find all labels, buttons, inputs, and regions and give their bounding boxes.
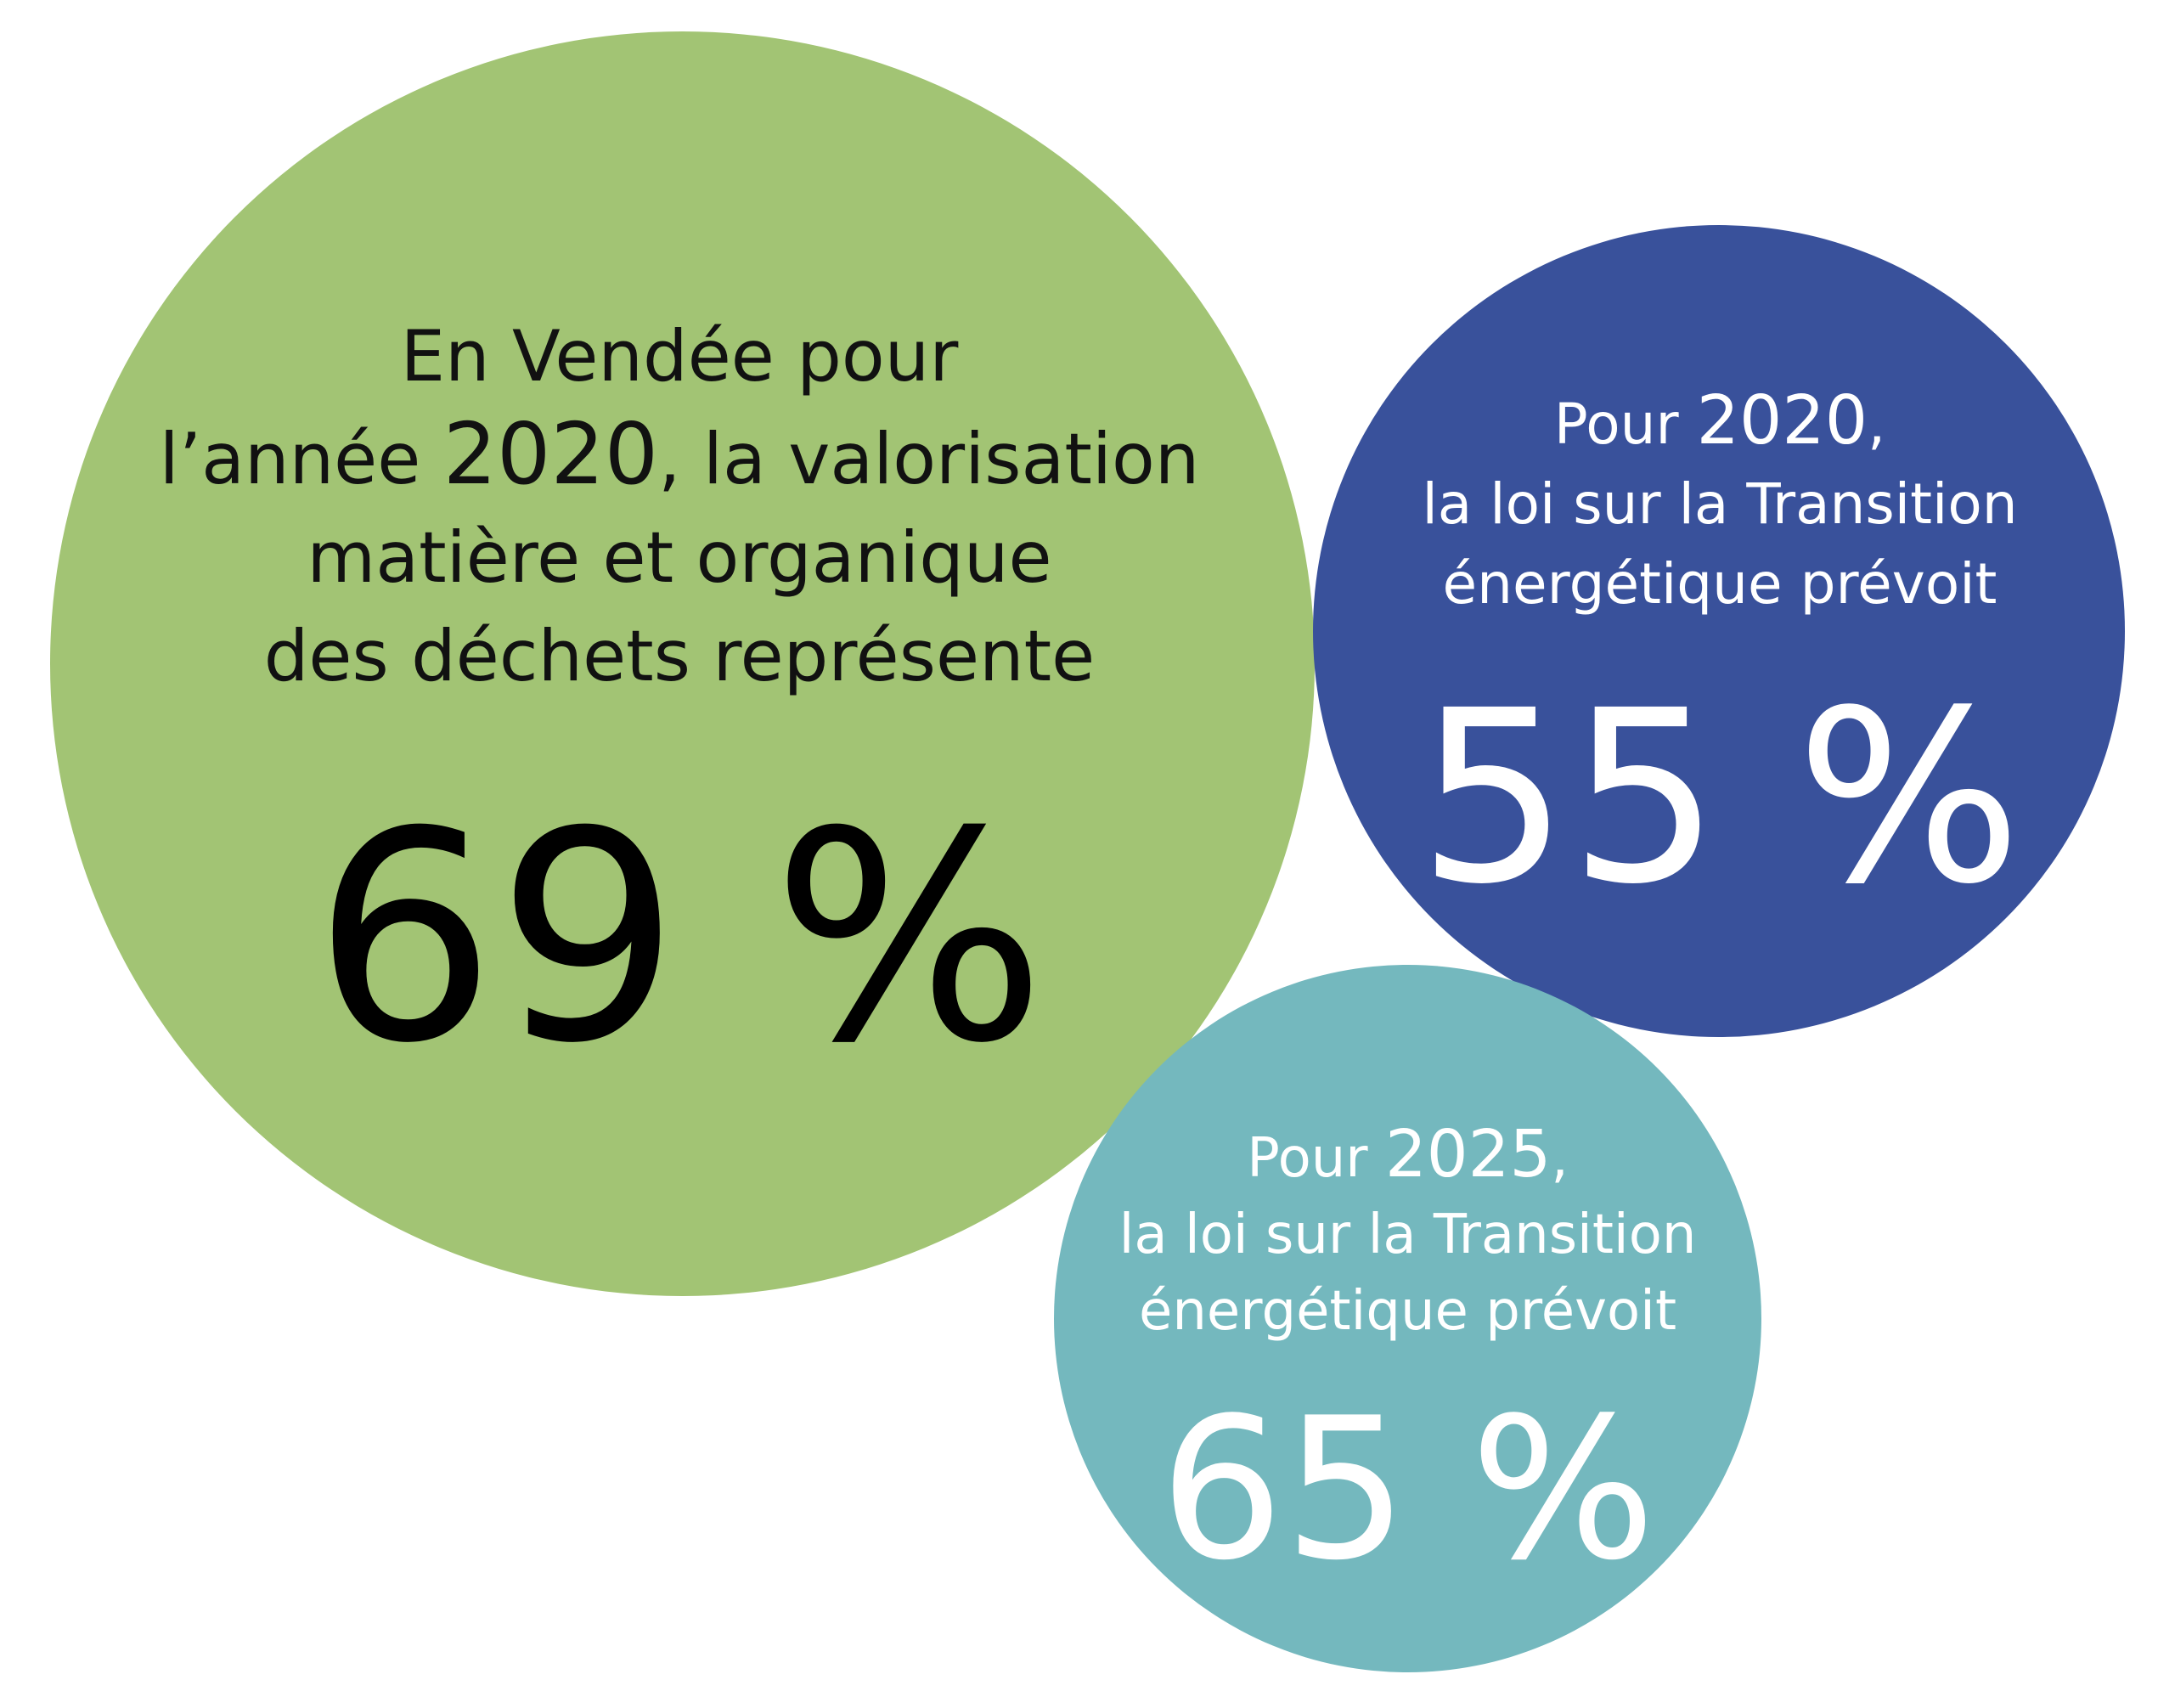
goal-2020-year: 2020 — [1696, 380, 1868, 459]
vendee-line-1: En Vendée pour — [400, 315, 959, 397]
goal-2020-suffix: , — [1868, 392, 1886, 457]
goal-2025-line-2: la loi sur la Transition — [1118, 1203, 1697, 1266]
goal-2020-description: Pour 2020, la loi sur la Transition éner… — [1325, 380, 2115, 624]
vendee-bubble — [50, 31, 1315, 1296]
goal-2020-line-2: la loi sur la Transition — [1422, 471, 2018, 537]
goal-2020-line-3: énergétique prévoit — [1442, 551, 1997, 617]
vendee-line-2: l’année 2020, la valorisation — [76, 406, 1282, 509]
goal-2020-line-1: Pour 2020, — [1325, 380, 2115, 465]
goal-2025-description: Pour 2025, la loi sur la Transition éner… — [1062, 1117, 1754, 1350]
goal-2020-percent: 55 % — [1417, 660, 2022, 937]
goal-2025-prefix: Pour — [1247, 1127, 1385, 1190]
vendee-line-3: matière et organique — [307, 516, 1052, 599]
vendee-percent: 69 % — [313, 770, 1046, 1107]
goal-2025-year: 2025 — [1384, 1117, 1552, 1192]
goal-2025-line-3: énergétique prévoit — [1138, 1280, 1677, 1343]
vendee-year: 2020 — [442, 406, 659, 504]
vendee-line-2-suffix: , la valorisation — [658, 418, 1200, 500]
goal-2025-suffix: , — [1551, 1127, 1569, 1190]
vendee-line-4: des déchets représente — [263, 615, 1096, 697]
goal-2020-bubble — [1313, 225, 2125, 1037]
vendee-line-2-prefix: l’année — [159, 418, 443, 500]
vendee-description: En Vendée pour l’année 2020, la valorisa… — [76, 307, 1282, 706]
goal-2020-prefix: Pour — [1553, 392, 1697, 457]
goal-2025-percent: 65 % — [1159, 1377, 1656, 1604]
goal-2025-line-1: Pour 2025, — [1062, 1117, 1754, 1197]
goal-2025-bubble — [1054, 965, 1761, 1672]
